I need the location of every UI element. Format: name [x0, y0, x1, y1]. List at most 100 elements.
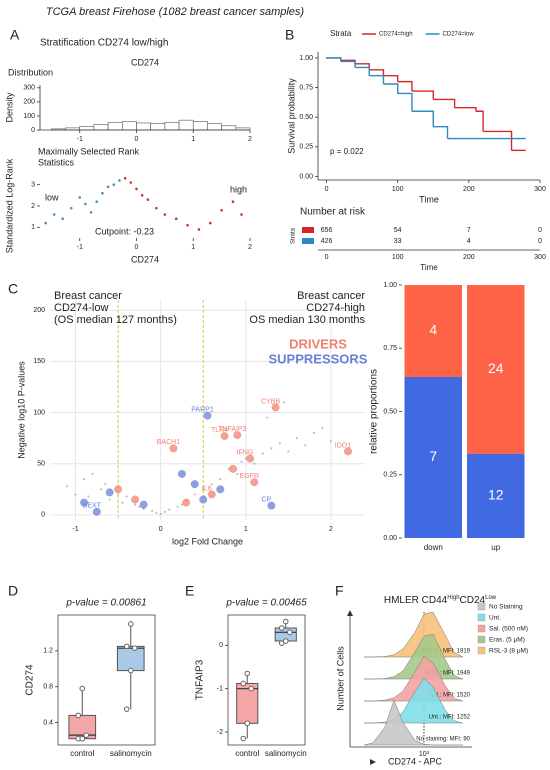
y-tick-label: 200	[23, 99, 35, 106]
point	[78, 196, 82, 199]
note: Breast cancer	[297, 290, 365, 302]
background-point	[117, 493, 120, 496]
histogram-bar	[207, 123, 222, 131]
gene-point	[177, 469, 186, 478]
y-tick-label: 200	[33, 307, 45, 314]
y-axis-label: Strata	[291, 227, 297, 244]
panel-letter: B	[285, 27, 294, 43]
gene-point	[190, 480, 199, 489]
x-tick-label: 1	[191, 244, 195, 251]
mfi-label: Sal.: MFI: 1520	[429, 693, 470, 699]
point	[174, 217, 178, 221]
panel-title: HMLER CD44HighCD24Low	[384, 595, 497, 606]
gene-label: TNFAIP3	[218, 426, 247, 433]
y-tick-label: 1.2	[43, 648, 53, 655]
note: Breast cancer	[54, 290, 122, 302]
gene-label: IFNG	[237, 449, 254, 456]
histogram-bar	[107, 121, 123, 131]
background-point	[65, 485, 69, 488]
risk-number: 656	[321, 227, 333, 234]
y-tick-label: 150	[33, 358, 45, 365]
legend-label: CD274=high	[379, 32, 413, 38]
legend-swatch	[477, 613, 486, 622]
y-axis-label: CD274	[25, 664, 36, 696]
point	[112, 183, 116, 186]
risk-table-title: Number at risk	[300, 207, 366, 218]
x-axis-label: CD274	[131, 57, 159, 67]
legend-label: Eras. (5 μM)	[489, 637, 525, 644]
risk-number: 54	[394, 227, 402, 234]
title-part: CD24	[460, 595, 486, 606]
y-tick-label: 50	[37, 461, 45, 468]
legend-swatch	[477, 635, 486, 644]
background-point	[99, 488, 103, 491]
point	[69, 206, 73, 210]
panel-title: Maximally Selected Rank	[38, 146, 140, 156]
legend-label: RSL-3 (8 μM)	[489, 648, 528, 655]
bar-segment	[467, 453, 525, 538]
histogram-bar	[192, 121, 208, 131]
y-axis-label: Density	[4, 92, 14, 123]
background-point	[253, 462, 256, 465]
x-axis-label: log2 Fold Change	[172, 536, 243, 546]
background-point	[104, 483, 107, 486]
legend-label: Unt.	[489, 615, 501, 622]
legend-swatch	[477, 624, 486, 633]
bar-label: 24	[488, 360, 504, 376]
y-tick-label: 0.8	[43, 684, 53, 691]
y-tick-label: 0.25	[299, 144, 313, 151]
y-tick-label: 100	[33, 409, 45, 416]
box	[236, 682, 259, 724]
point	[248, 685, 255, 692]
histogram-bar	[178, 119, 194, 131]
risk-time-label: 100	[392, 254, 404, 261]
legend-label: SUPPRESSORS	[269, 351, 368, 366]
background-point	[168, 508, 171, 511]
point	[240, 213, 243, 216]
point	[106, 185, 110, 189]
gene-point	[216, 485, 225, 494]
title-part: HMLER CD44	[384, 595, 448, 606]
annotation: low	[45, 192, 59, 202]
gene-point	[114, 485, 123, 494]
histogram-bar	[136, 122, 151, 131]
p-value: p = 0.022	[330, 147, 364, 156]
y-tick-label: 0.75	[383, 345, 397, 352]
background-point	[210, 483, 213, 486]
gene-label: IDO1	[335, 442, 351, 449]
gene-label: CYBB	[261, 398, 280, 405]
panel-subtitle: Distribution	[8, 67, 53, 77]
plot-frame	[57, 614, 156, 746]
y-tick-label: -2	[217, 729, 223, 736]
ridge	[364, 677, 464, 724]
y-tick-label: 0.4	[43, 719, 53, 726]
strata-swatch	[302, 227, 314, 233]
gene-label: BEXT	[83, 503, 102, 510]
panel-letter: F	[335, 583, 344, 599]
histogram-bar	[150, 123, 166, 131]
x-tick-label: salinomycin	[265, 749, 307, 758]
bar-segment	[467, 285, 525, 454]
figure-title: TCGA breast Firehose (1082 breast cancer…	[46, 6, 305, 18]
point	[79, 685, 86, 692]
x-tick-label: salinomycin	[110, 749, 152, 758]
survival-step	[355, 66, 370, 76]
bar-segment	[404, 377, 462, 538]
y-axis-label: TNFAIP3	[195, 659, 206, 700]
point	[61, 217, 65, 221]
background-point	[134, 503, 137, 506]
legend-label: No Staining	[489, 604, 523, 611]
point	[95, 200, 99, 204]
background-point	[261, 452, 264, 455]
gene-label: EGFR	[240, 473, 259, 480]
legend-label: DRIVERS	[289, 336, 347, 351]
point	[118, 179, 121, 182]
x-tick-label: 10³	[419, 751, 430, 758]
survival-step	[411, 110, 434, 127]
x-tick-label: up	[491, 543, 500, 552]
point	[75, 712, 82, 719]
ridge	[363, 699, 463, 746]
gene-point	[199, 495, 208, 504]
legend-swatch	[477, 646, 486, 655]
risk-number: 33	[394, 238, 402, 245]
